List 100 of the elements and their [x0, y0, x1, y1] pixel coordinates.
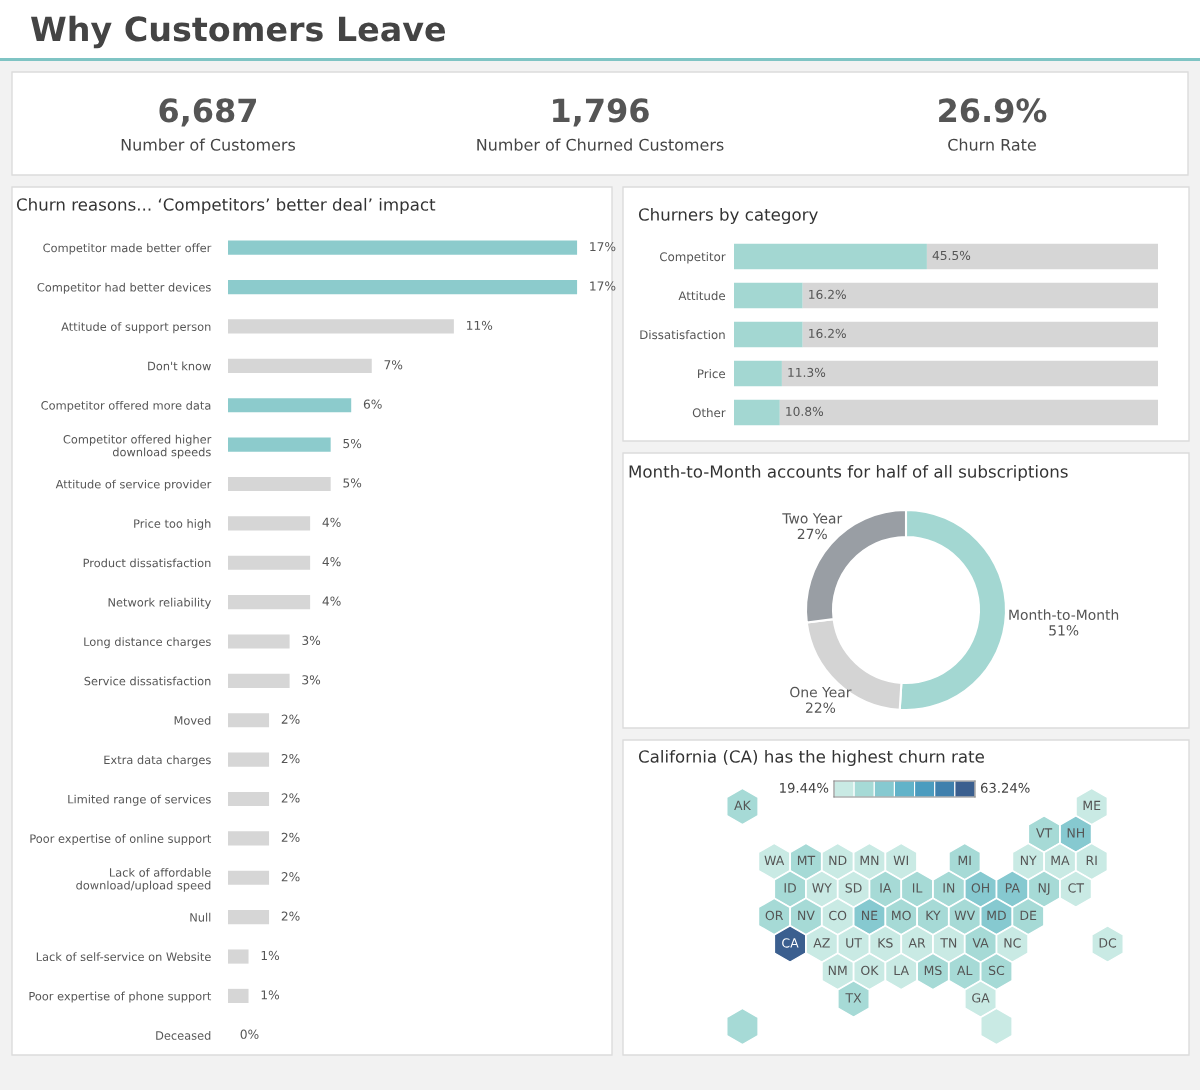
bar	[734, 360, 782, 387]
bar	[228, 595, 311, 610]
category-label: ME	[1083, 800, 1101, 810]
category-label: SD	[845, 883, 862, 893]
slice-label: Month-to-Month	[1009, 609, 1119, 621]
data-label: 6%	[363, 399, 382, 409]
bar	[779, 399, 1158, 426]
category-label: NH	[1067, 828, 1084, 838]
bar	[228, 437, 331, 452]
data-label: 1%	[261, 990, 280, 1000]
category-label: LA	[894, 965, 909, 975]
y-tick-label: Other	[692, 408, 726, 418]
slice-label: Two Year	[782, 513, 843, 524]
category-label: MN	[860, 855, 879, 865]
category-label: NY	[1020, 855, 1037, 865]
data-label: 11%	[467, 320, 493, 330]
data-label: 5%	[343, 438, 362, 449]
text: 26.9%	[939, 98, 1047, 123]
category-label: DE	[1020, 910, 1037, 920]
y-tick-label: Lack of affordable download/upload speed	[76, 867, 211, 892]
bar	[228, 949, 249, 964]
data-label: 17%	[590, 241, 616, 252]
bar	[228, 752, 270, 767]
slice-label: One Year	[790, 686, 852, 698]
bar	[228, 791, 270, 807]
data-label: 2%	[281, 832, 300, 842]
category-label: WI	[893, 855, 908, 865]
category-label: KS	[878, 938, 893, 948]
y-tick-label: Null	[190, 912, 211, 922]
data-label: 1%	[261, 950, 280, 961]
data-label: 51%	[1049, 625, 1079, 636]
text: 6,687	[159, 98, 256, 127]
category-label: OK	[861, 965, 879, 976]
data-label: 7%	[384, 360, 403, 370]
category-label: MA	[1051, 855, 1070, 865]
category-label: SC	[988, 965, 1005, 976]
bar	[734, 399, 780, 426]
bar	[228, 634, 290, 649]
category-label: AK	[734, 800, 752, 810]
category-label: WA	[764, 855, 785, 865]
y-tick-label: Poor expertise of phone support	[29, 991, 212, 1003]
data-label: 4%	[322, 596, 341, 606]
bar	[228, 476, 331, 492]
bar	[228, 398, 352, 413]
y-tick-label: Don't know	[148, 361, 211, 371]
bar	[734, 321, 803, 348]
bar	[228, 555, 311, 570]
category-label: IL	[912, 883, 923, 893]
category-label: MT	[797, 855, 816, 865]
category-label: PA	[1005, 883, 1020, 893]
bar	[781, 360, 1158, 387]
data-label: 16.2%	[809, 289, 846, 300]
category-label: MO	[892, 910, 911, 921]
y-tick-label: Service dissatisfaction	[84, 676, 211, 686]
bar	[734, 282, 803, 309]
data-label: 10.8%	[786, 406, 824, 417]
category-label: VT	[1036, 828, 1053, 838]
bar	[228, 516, 311, 531]
category-label: MD	[987, 910, 1006, 920]
y-tick-label: Poor expertise of online support	[30, 834, 212, 846]
category-label: WV	[954, 910, 976, 920]
bar	[228, 673, 290, 688]
bar	[802, 282, 1158, 309]
data-label: 27%	[797, 528, 827, 540]
y-tick-label: Competitor offered more data	[41, 400, 211, 412]
y-tick-label: Competitor offered higher download speeds	[63, 434, 212, 459]
text: Churn Rate	[948, 138, 1036, 151]
category-label: MS	[924, 965, 942, 976]
category-label: TX	[845, 993, 862, 1003]
bar	[926, 243, 1158, 270]
data-label: 22%	[806, 702, 836, 713]
text: 1,796	[553, 98, 649, 127]
category-label: RI	[1086, 855, 1097, 865]
category-label: OR	[765, 910, 784, 921]
y-tick-label: Lack of self-service on Website	[36, 952, 211, 962]
chart-title: Churn reasons... ‘Competitors’ better deal’ impact	[16, 197, 436, 215]
category-label: CA	[782, 938, 799, 948]
chart-title: Churners by category	[638, 207, 818, 225]
category-label: NC	[1004, 938, 1021, 948]
category-label: NV	[798, 910, 815, 920]
category-label: CO	[829, 910, 847, 921]
y-tick-label: Deceased	[156, 1030, 211, 1040]
data-label: 2%	[281, 872, 300, 882]
bar	[228, 713, 270, 728]
y-tick-label: Competitor made better offer	[43, 243, 212, 255]
text: California (CA) has the highest churn rate	[638, 749, 984, 767]
category-label: IA	[880, 883, 892, 893]
data-label: 17%	[590, 281, 616, 291]
category-label: DC	[1099, 938, 1117, 948]
data-label: 5%	[343, 478, 362, 488]
category-label: AZ	[813, 938, 830, 948]
category-label: ID	[784, 883, 796, 893]
category-label: VA	[972, 938, 989, 948]
category-label: OH	[971, 883, 989, 893]
bar	[228, 910, 270, 925]
data-label: 4%	[322, 517, 341, 527]
data-label: 3%	[302, 635, 321, 646]
text: 19.44%	[780, 782, 829, 793]
y-tick-label: Limited range of services	[68, 794, 211, 806]
category-label: CT	[1068, 883, 1085, 893]
